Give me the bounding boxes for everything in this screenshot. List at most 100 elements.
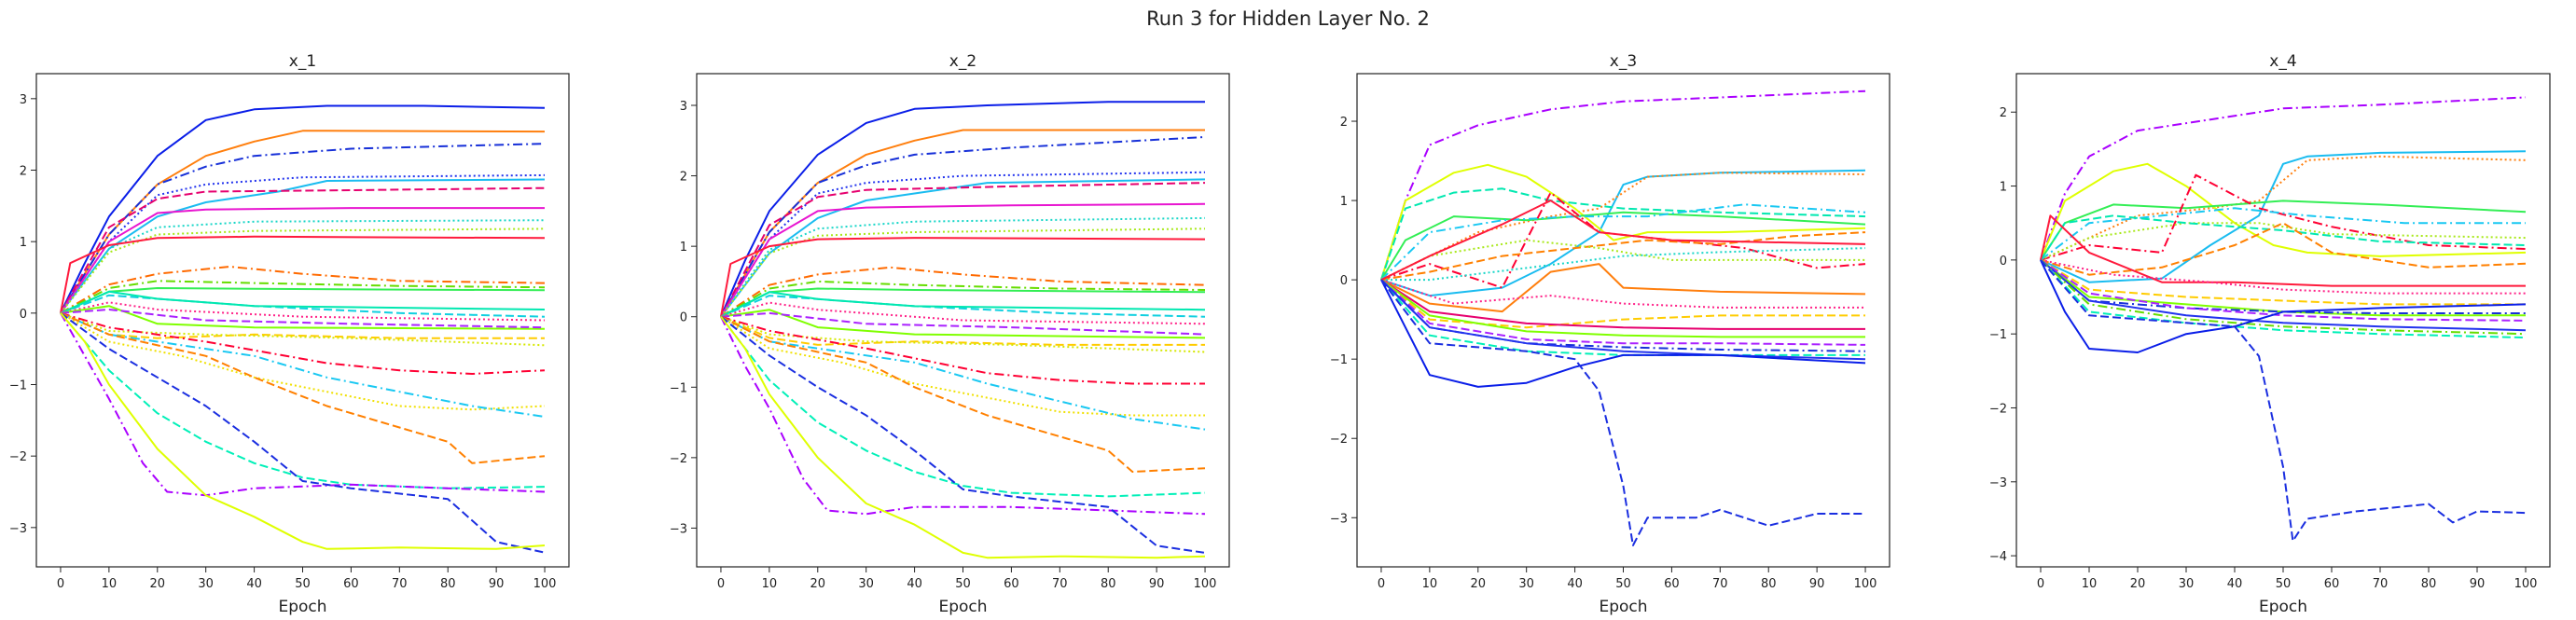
x-tick-label: 0 [2037,577,2044,591]
series-line-12 [1380,263,1866,313]
x-tick-label: 90 [1809,577,1825,591]
x-tick-label: 50 [955,577,971,591]
series-line-27 [720,315,1206,554]
series-line-24 [720,315,1206,473]
series-line-8 [2040,222,2527,261]
x-axis-label: Epoch [2259,598,2307,616]
series-group [2040,96,2527,543]
series-line-20 [2040,259,2527,353]
series-group [60,104,546,554]
series-line-16 [60,301,546,322]
panel-title: x_4 [2269,52,2296,71]
series-line-15 [1380,279,1865,330]
y-tick-label: 3 [680,100,687,114]
x-tick-label: 50 [295,577,311,591]
series-line-12 [2040,258,2526,295]
series-line-4 [60,178,546,314]
x-tick-label: 20 [149,577,165,591]
series-line-4 [2040,162,2527,261]
series-line-1 [60,104,546,314]
x-tick-label: 0 [717,577,725,591]
series-line-3 [720,136,1206,318]
series-line-6 [60,186,546,314]
series-line-22 [1380,200,1866,281]
series-line-16 [2040,259,2527,322]
series-line-25 [720,316,1206,498]
x-tick-label: 20 [810,577,825,591]
y-tick-label: −1 [1989,328,2007,342]
y-tick-label: 2 [20,165,27,179]
x-tick-label: 100 [533,577,557,591]
x-tick-label: 80 [1101,577,1116,591]
series-line-12 [60,280,546,314]
y-tick-label: 1 [680,241,687,255]
series-line-21 [720,315,1205,385]
x-tick-label: 10 [102,577,118,591]
x-tick-label: 90 [1149,577,1165,591]
x-tick-label: 70 [392,577,408,591]
x-tick-label: 100 [1194,577,1217,591]
x-tick-label: 60 [1664,577,1680,591]
series-line-2 [60,130,546,314]
chart-panel-4: 0 10 20 30 40 50 60 70 80 90 100 −4 −3 −2 −1 0 1 2 x_4 Epoc… [1989,52,2551,616]
x-tick-label: 60 [2324,577,2340,591]
series-line-10 [720,237,1206,317]
series-line-3 [60,143,546,314]
series-line-2 [2040,150,2527,283]
x-axis-label: Epoch [938,598,987,616]
series-line-9 [60,227,546,314]
chart-panel-1: 0 10 20 30 40 50 60 70 80 90 100 −3 −2 −1 0 1 2 3 x_1 Epoch [9,52,570,616]
series-line-16 [1380,279,1865,338]
series-line-22 [720,315,1205,417]
series-line-28 [60,312,546,550]
series-line-2 [1380,169,1866,297]
y-tick-label: −3 [1330,512,1348,526]
x-tick-label: 70 [2373,577,2389,591]
chart-panel-3: 0 10 20 30 40 50 60 70 80 90 100 −3 −2 −1 0 1 2 x_3 Epoch [1330,52,1890,616]
series-line-19 [720,315,1205,346]
figure-suptitle: Run 3 for Hidden Layer No. 2 [1146,7,1430,30]
y-tick-label: −3 [9,522,27,536]
series-line-3 [1380,172,1866,281]
y-tick-label: 1 [2000,181,2007,195]
series-line-1 [2040,96,2527,261]
series-line-9 [2040,214,2527,261]
y-tick-label: −3 [670,522,687,536]
series-line-8 [60,219,546,314]
series-line-12 [720,280,1206,318]
series-line-13 [720,287,1206,318]
series-line-20 [60,311,546,347]
series-line-20 [720,315,1206,353]
series-line-3 [2040,155,2527,261]
series-line-7 [2040,207,2526,261]
series-line-6 [720,182,1206,318]
y-tick-label: 0 [680,311,687,325]
y-tick-label: −1 [670,381,687,395]
x-tick-label: 10 [2082,577,2098,591]
y-tick-label: 0 [1340,274,1348,288]
x-tick-label: 100 [2514,577,2538,591]
y-tick-label: 0 [2000,255,2007,269]
x-tick-label: 40 [2227,577,2243,591]
series-line-21 [1380,279,1866,388]
x-tick-label: 20 [1470,577,1486,591]
series-line-27 [60,311,546,554]
y-tick-label: 2 [2000,106,2007,120]
series-line-7 [720,202,1206,318]
y-tick-label: 0 [20,308,27,322]
x-tick-label: 80 [440,577,456,591]
x-tick-label: 80 [2421,577,2437,591]
series-line-25 [60,312,546,489]
series-line-5 [1380,187,1866,281]
x-axis-label: Epoch [1599,598,1647,616]
x-tick-label: 90 [489,577,505,591]
panel-title: x_1 [289,52,316,71]
series-line-16 [720,301,1206,325]
series-line-18 [720,311,1206,336]
series-line-26 [720,316,1206,516]
series-line-7 [60,207,545,314]
series-line-18 [2040,259,2527,336]
x-tick-label: 30 [2179,577,2195,591]
series-line-28 [720,316,1206,559]
series-line-18 [60,309,546,329]
